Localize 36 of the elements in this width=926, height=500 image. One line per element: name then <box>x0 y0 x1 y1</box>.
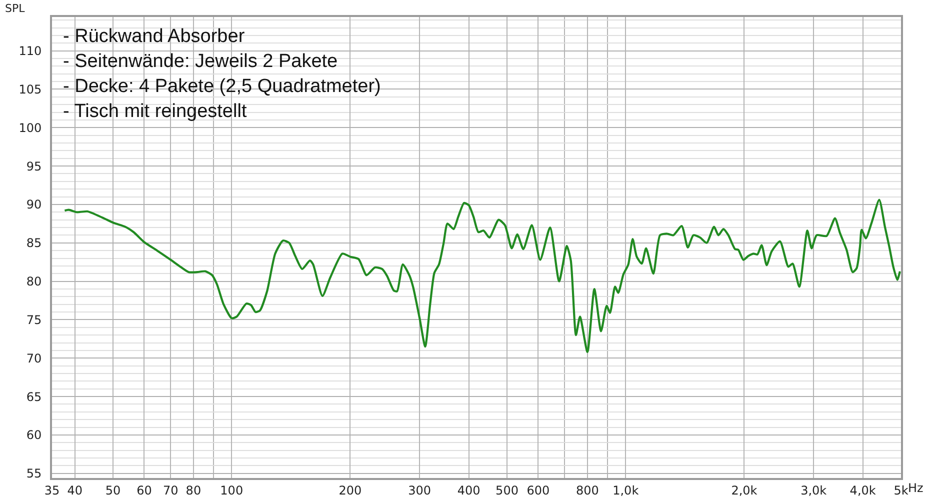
y-tick-label: 80 <box>26 274 42 289</box>
y-tick-label: 55 <box>26 466 42 481</box>
x-tick-label: 600 <box>526 483 550 498</box>
y-tick-label: 105 <box>18 82 42 96</box>
x-tick-label: 5k <box>894 483 908 498</box>
x-tick-label: 1,0k <box>612 483 639 498</box>
y-axis-title: SPL <box>5 2 26 15</box>
x-tick-label: 300 <box>408 483 432 498</box>
x-tick-label: 500 <box>496 483 518 498</box>
x-tick-label: 400 <box>457 483 480 498</box>
x-tick-label: 70 <box>162 483 178 498</box>
x-tick-label: 60 <box>136 483 152 498</box>
x-tick-label: 200 <box>338 483 362 498</box>
y-tick-label: 110 <box>18 44 42 58</box>
x-tick-label: 100 <box>220 483 244 498</box>
x-tick-label: 3,0k <box>800 483 827 498</box>
y-tick-label: 100 <box>18 120 42 135</box>
x-tick-label: 4,0k <box>850 483 876 498</box>
y-tick-label: 65 <box>26 390 42 404</box>
y-tick-label: 75 <box>26 312 42 327</box>
y-tick-label: 90 <box>26 198 42 212</box>
y-tick-label: 95 <box>26 159 42 174</box>
y-tick-label: 70 <box>26 351 42 366</box>
x-tick-label: 2,0k <box>731 483 758 498</box>
x-tick-label: 40 <box>67 483 82 498</box>
x-tick-label: 35 <box>44 483 60 498</box>
annotation: - Seitenwände: Jeweils 2 Pakete <box>63 51 338 72</box>
annotation: - Tisch mit reingestellt <box>63 101 248 122</box>
x-tick-label: 80 <box>186 483 202 498</box>
x-tick-label: 800 <box>576 483 599 498</box>
annotation: - Decke: 4 Pakete (2,5 Quadratmeter) <box>63 76 381 97</box>
y-tick-label: 85 <box>26 236 42 250</box>
x-tick-label: 50 <box>105 483 121 498</box>
y-tick-label: 60 <box>26 428 42 442</box>
annotation: - Rückwand Absorber <box>63 26 246 47</box>
x-axis-title: Hz <box>908 481 924 495</box>
